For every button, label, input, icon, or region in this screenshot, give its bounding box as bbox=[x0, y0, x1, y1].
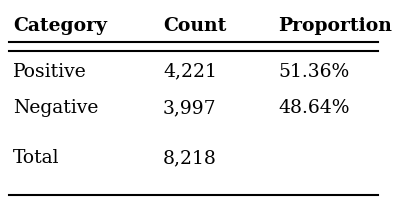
Text: Category: Category bbox=[13, 17, 107, 34]
Text: Positive: Positive bbox=[13, 63, 87, 81]
Text: 48.64%: 48.64% bbox=[279, 99, 350, 117]
Text: Negative: Negative bbox=[13, 99, 98, 117]
Text: 8,218: 8,218 bbox=[163, 149, 217, 167]
Text: 51.36%: 51.36% bbox=[279, 63, 350, 81]
Text: 3,997: 3,997 bbox=[163, 99, 217, 117]
Text: Proportion: Proportion bbox=[279, 17, 392, 34]
Text: Count: Count bbox=[163, 17, 226, 34]
Text: Total: Total bbox=[13, 149, 59, 167]
Text: 4,221: 4,221 bbox=[163, 63, 217, 81]
